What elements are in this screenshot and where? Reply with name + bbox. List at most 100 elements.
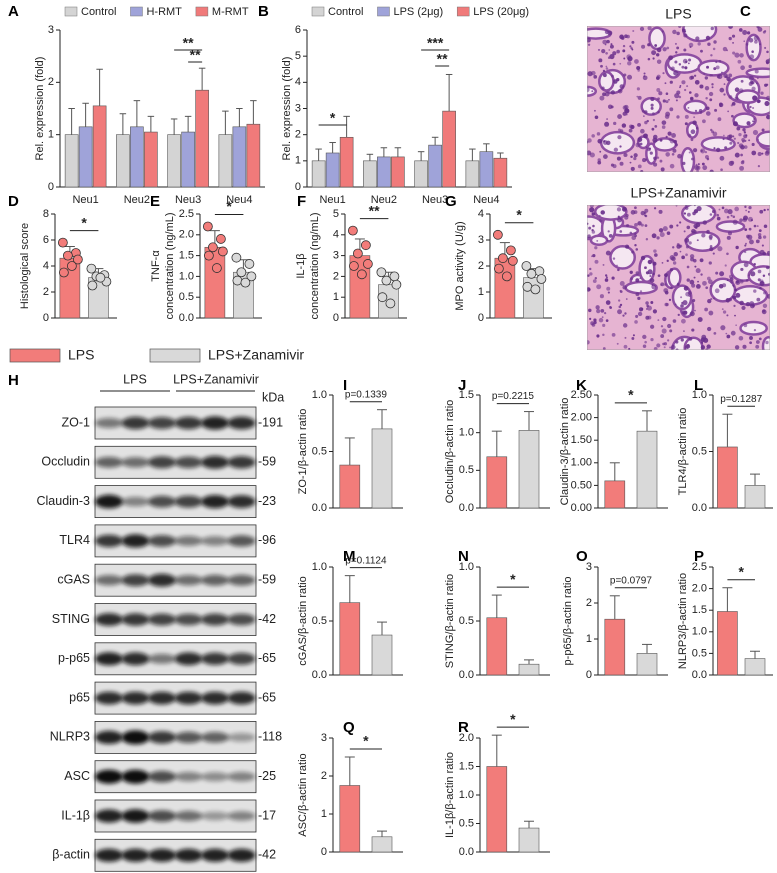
tissue-lumen	[715, 220, 746, 233]
cell-nucleus	[764, 101, 770, 107]
cell-nucleus	[634, 244, 637, 247]
cell-nucleus	[731, 34, 736, 38]
y-tick-label: 0.0	[459, 669, 474, 681]
cell-nucleus	[593, 75, 598, 79]
cell-nucleus	[688, 58, 692, 62]
cell-nucleus	[712, 252, 715, 255]
legend-label: Control	[81, 6, 116, 18]
cell-nucleus	[732, 284, 735, 287]
cell-nucleus	[642, 344, 647, 348]
cell-nucleus	[661, 125, 666, 129]
y-axis-label: Histological score	[19, 223, 31, 309]
cell-nucleus	[702, 220, 708, 225]
cell-nucleus	[761, 244, 764, 247]
y-axis-label: cGAS/β-actin ratio	[297, 576, 309, 665]
cell-nucleus	[609, 53, 615, 60]
blot-band	[201, 416, 229, 430]
cell-nucleus	[684, 345, 689, 350]
cell-nucleus	[634, 59, 639, 64]
cell-nucleus	[756, 99, 761, 104]
cell-nucleus	[757, 164, 761, 168]
data-point	[202, 221, 213, 232]
cell-nucleus	[684, 114, 689, 119]
cell-nucleus	[726, 314, 729, 317]
cell-nucleus	[688, 75, 694, 81]
cell-nucleus	[681, 28, 686, 33]
cell-nucleus	[592, 254, 596, 258]
cell-nucleus	[597, 158, 601, 162]
cell-nucleus	[705, 111, 711, 116]
cell-nucleus	[706, 229, 710, 234]
blot-band	[148, 573, 176, 587]
cell-nucleus	[669, 346, 672, 349]
cell-nucleus	[707, 326, 712, 332]
cell-nucleus	[683, 330, 685, 332]
kda-label: -42	[258, 612, 276, 626]
protein-label: NLRP3	[50, 730, 90, 744]
cell-nucleus	[669, 107, 674, 112]
cell-nucleus	[674, 93, 680, 99]
cell-nucleus	[648, 147, 651, 150]
cell-nucleus	[610, 90, 616, 95]
protein-label: p-p65	[58, 651, 90, 665]
cell-nucleus	[596, 284, 602, 290]
cell-nucleus	[653, 156, 657, 160]
cell-nucleus	[721, 71, 723, 74]
cell-nucleus	[622, 285, 627, 290]
bar	[604, 618, 626, 676]
y-tick-label: 0.0	[312, 502, 327, 514]
cell-nucleus	[636, 66, 641, 70]
cell-nucleus	[602, 39, 608, 45]
cell-nucleus	[726, 279, 729, 282]
cell-nucleus	[595, 305, 600, 310]
cell-nucleus	[660, 325, 664, 328]
cell-nucleus	[601, 316, 604, 319]
cell-nucleus	[599, 218, 603, 223]
cell-nucleus	[699, 111, 703, 114]
cell-nucleus	[618, 305, 622, 309]
cell-nucleus	[739, 218, 743, 222]
cell-nucleus	[700, 149, 703, 153]
cell-nucleus	[688, 151, 691, 154]
cell-nucleus	[704, 307, 709, 312]
cell-nucleus	[658, 228, 664, 233]
panel-label: I	[343, 377, 347, 394]
y-tick-label: 0.5	[312, 615, 327, 627]
cell-nucleus	[619, 84, 625, 89]
cell-nucleus	[603, 140, 606, 143]
blot-band	[201, 536, 229, 546]
blot-band	[95, 613, 123, 626]
histology-image	[587, 26, 770, 172]
y-axis-label: MPO activity (U/g)	[454, 221, 466, 310]
cell-nucleus	[631, 337, 635, 340]
cell-nucleus	[701, 162, 705, 166]
cell-nucleus	[753, 289, 757, 293]
cell-nucleus	[657, 319, 660, 321]
blot-band	[148, 653, 176, 664]
cell-nucleus	[708, 91, 714, 97]
blot-band	[174, 691, 203, 705]
legend-label: M-RMT	[212, 6, 249, 18]
cell-nucleus	[616, 207, 622, 212]
cell-nucleus	[673, 251, 678, 257]
cell-nucleus	[632, 29, 635, 32]
cell-nucleus	[624, 336, 627, 339]
cell-nucleus	[676, 46, 680, 50]
cell-nucleus	[699, 84, 704, 89]
cell-nucleus	[753, 329, 757, 332]
cell-nucleus	[650, 96, 655, 102]
cell-nucleus	[665, 135, 668, 139]
cell-nucleus	[624, 312, 627, 315]
cell-nucleus	[622, 44, 626, 48]
cell-nucleus	[688, 42, 694, 48]
cell-nucleus	[689, 254, 695, 259]
cell-nucleus	[609, 306, 613, 309]
significance-label: *	[510, 711, 516, 727]
cell-nucleus	[707, 298, 712, 304]
cell-nucleus	[750, 271, 756, 277]
cell-nucleus	[694, 309, 696, 312]
cell-nucleus	[631, 250, 635, 254]
cell-nucleus	[734, 288, 737, 292]
cell-nucleus	[699, 258, 704, 263]
cell-nucleus	[604, 43, 607, 46]
